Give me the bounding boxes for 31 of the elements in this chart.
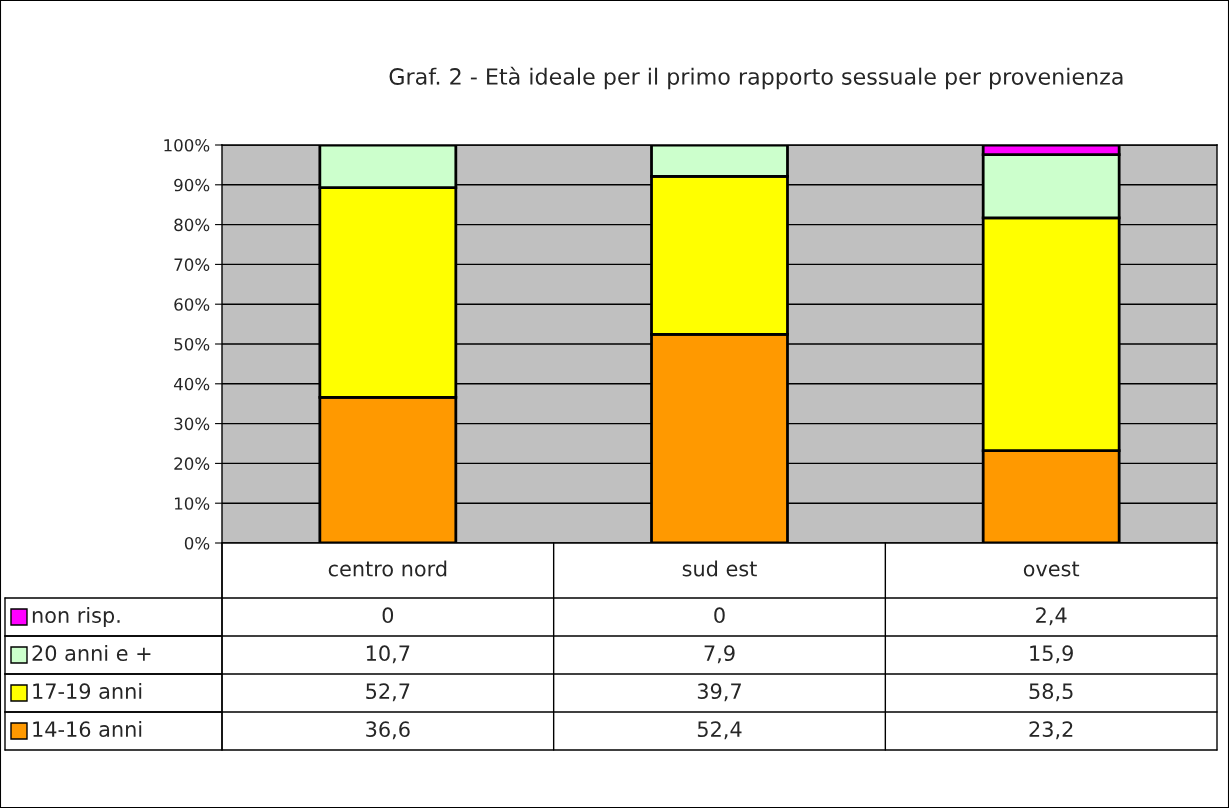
y-tick-label: 100% bbox=[164, 138, 210, 152]
y-tick-label: 70% bbox=[174, 258, 210, 271]
legend-label: 20 anni e + bbox=[32, 644, 151, 662]
y-tick-label: 30% bbox=[174, 417, 210, 431]
y-tick-label: 20% bbox=[174, 457, 210, 470]
y-tick-label: 40% bbox=[173, 377, 210, 391]
data-label: 58,5 bbox=[1029, 683, 1073, 702]
x-tick-label: ovest bbox=[1023, 561, 1080, 577]
data-label: 10,7 bbox=[366, 645, 410, 664]
data-label: 52,4 bbox=[697, 721, 742, 740]
y-tick-label: 60% bbox=[174, 298, 210, 311]
data-label: 15,9 bbox=[1030, 645, 1073, 664]
x-tick-label: centro nord bbox=[328, 560, 447, 577]
x-tick-label: sud est bbox=[682, 560, 757, 577]
data-label: 36,6 bbox=[366, 721, 410, 740]
data-label: 0 bbox=[714, 607, 725, 624]
data-label: 52,7 bbox=[366, 683, 410, 702]
chart-title: Graf. 2 - Età ideale per il primo rapporto sessuale per provenienza bbox=[389, 66, 1123, 90]
y-tick-label: 10% bbox=[174, 497, 210, 510]
legend-label: 14-16 anni bbox=[33, 720, 142, 738]
legend-label: non risp. bbox=[32, 606, 120, 628]
y-tick-label: 80% bbox=[174, 218, 210, 232]
y-tick-label: 50% bbox=[174, 337, 210, 351]
y-tick-label: 90% bbox=[174, 178, 210, 192]
data-label: 23,2 bbox=[1029, 721, 1073, 740]
legend-label: 17-19 anni bbox=[33, 682, 142, 700]
data-label: 2,4 bbox=[1036, 607, 1067, 626]
data-label: 39,7 bbox=[697, 683, 741, 702]
data-label: 0 bbox=[382, 607, 394, 624]
data-label: 7,9 bbox=[704, 645, 735, 664]
y-tick-label: 0% bbox=[184, 536, 210, 550]
